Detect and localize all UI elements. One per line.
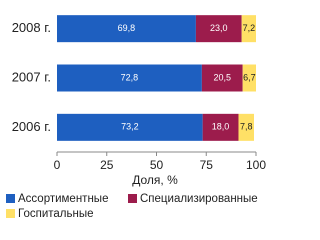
x-tick-label: 25 xyxy=(100,158,114,172)
x-tick-label: 50 xyxy=(150,158,164,172)
bar-segment xyxy=(195,15,242,43)
bar-segment xyxy=(238,113,255,141)
bar-segment xyxy=(57,64,202,92)
bar-segment xyxy=(202,113,239,141)
value-label: 7,2 xyxy=(243,23,256,33)
legend-label: Специализированные xyxy=(140,193,258,205)
y-tick-label: 2006 г. xyxy=(12,119,51,134)
bar-segment xyxy=(57,15,196,43)
value-label: 18,0 xyxy=(212,122,230,132)
value-label: 20,5 xyxy=(214,72,232,82)
value-label: 72,8 xyxy=(121,72,139,82)
value-label: 69,8 xyxy=(118,23,136,33)
chart: Доля, % 0 25 50 75 100 2008 г. 69,8 23,0 7,2 2007… xyxy=(6,15,266,220)
bar-segment xyxy=(241,15,256,43)
y-tick-label: 2008 г. xyxy=(12,20,51,35)
bar-segment xyxy=(201,64,243,92)
legend-swatch xyxy=(128,194,137,203)
x-tick-label: 75 xyxy=(200,158,214,172)
value-label: 73,2 xyxy=(121,122,139,132)
bar-segment xyxy=(57,113,203,141)
legend-label: Госпитальные xyxy=(18,208,94,220)
x-tick-label: 100 xyxy=(246,158,266,172)
bar-segment xyxy=(242,64,256,92)
value-label: 7,8 xyxy=(240,122,253,132)
value-label: 23,0 xyxy=(210,23,228,33)
x-tick-label: 0 xyxy=(54,158,61,172)
legend-label: Ассортиментные xyxy=(18,193,108,205)
value-label: 6,7 xyxy=(243,72,256,82)
legend-swatch xyxy=(6,209,15,218)
legend-swatch xyxy=(6,194,15,203)
x-axis-label: Доля, % xyxy=(132,173,178,187)
y-tick-label: 2007 г. xyxy=(12,69,51,84)
